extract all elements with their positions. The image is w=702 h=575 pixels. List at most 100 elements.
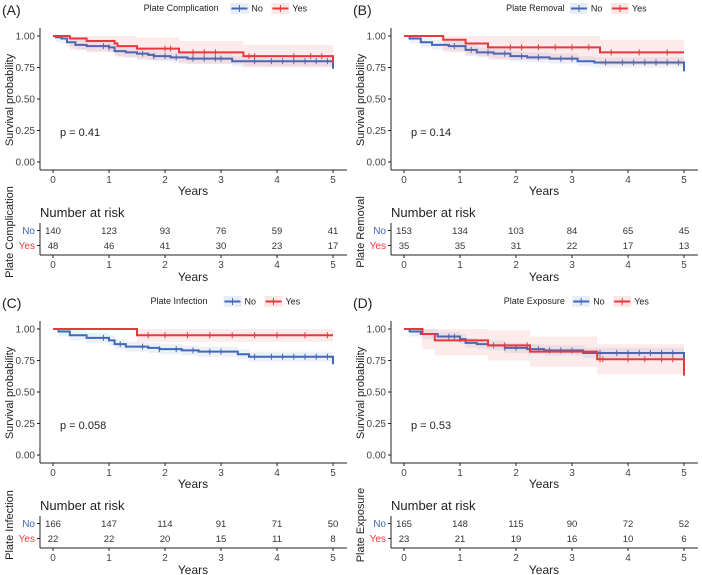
risk-count: 52 [679,519,690,530]
y-tick-label: 0.75 [367,356,387,367]
x-tick-label: 0 [50,468,56,479]
km-panel-c: (C) Plate Infection No Yes 0.00 0.25 0.50 0.75 1… [2,295,347,575]
strata-title: Plate Infection [4,490,16,560]
ci-band-no [404,36,684,77]
risk-count: 46 [104,241,115,252]
risk-count: 114 [157,519,172,530]
y-axis-title: Survival probability [355,53,367,146]
p-value: p = 0.14 [411,127,451,139]
legend-title: Plate Removal [506,3,565,13]
y-axis-title: Survival probability [4,346,16,439]
panel-label: (A) [2,2,21,18]
risk-count: 41 [160,241,171,252]
panel-label: (B) [353,2,372,18]
risk-x-tick-label: 5 [330,260,336,271]
risk-count: 8 [330,534,335,545]
survival-curve-yes [404,35,684,54]
x-tick-label: 4 [274,175,280,186]
risk-x-axis-title: Years [529,563,559,575]
risk-count: 90 [567,519,578,530]
x-axis-title: Years [178,477,208,491]
risk-x-tick-label: 3 [569,553,575,564]
risk-count: 15 [216,534,227,545]
risk-count: 19 [511,534,522,545]
risk-count: 115 [508,519,523,530]
x-tick-label: 3 [218,175,224,186]
risk-x-tick-label: 1 [457,553,463,564]
risk-count: 48 [48,241,59,252]
risk-x-tick-label: 4 [274,260,280,271]
risk-x-tick-label: 1 [106,553,112,564]
risk-x-tick-label: 1 [457,260,463,271]
legend: Plate Exposure No Yes [504,296,649,307]
strata-title: Plate Removal [355,196,367,268]
x-tick-label: 0 [401,175,407,186]
y-tick-label: 0.75 [367,63,387,74]
risk-count: 13 [679,241,690,252]
risk-row-label-no: No [22,519,35,530]
legend-title: Plate Exposure [504,296,565,306]
legend-title: Plate Infection [151,296,208,306]
legend-label-yes: Yes [632,4,647,14]
x-tick-label: 4 [274,468,280,479]
legend: Plate Removal No Yes [506,3,647,14]
y-axis-title: Survival probability [4,53,16,146]
y-tick-label: 0.50 [367,95,387,106]
risk-count: 91 [216,519,227,530]
strata-title: Plate Exposure [355,488,367,563]
legend: Plate Complication No Yes [144,3,308,14]
risk-count: 50 [328,519,339,530]
risk-count: 103 [508,226,524,237]
x-tick-label: 2 [513,175,519,186]
risk-row-label-yes: Yes [19,241,35,252]
legend-label-no: No [245,297,257,307]
risk-count: 45 [679,226,690,237]
legend-label-no: No [591,4,603,14]
risk-x-tick-label: 5 [681,553,687,564]
y-tick-label: 0.50 [16,95,36,106]
risk-x-tick-label: 5 [681,260,687,271]
y-tick-label: 0.75 [16,356,36,367]
km-panel-b: (B) Plate Removal No Yes 0.00 0.25 0.50 0.75 1.0… [353,2,698,284]
risk-count: 93 [160,226,171,237]
risk-row-label-no: No [373,519,386,530]
x-tick-label: 1 [106,468,112,479]
risk-count: 22 [48,534,59,545]
x-tick-label: 4 [625,175,631,186]
p-value: p = 0.41 [60,127,100,139]
risk-x-tick-label: 3 [569,260,575,271]
x-axis-title: Years [178,184,208,198]
y-tick-label: 0.25 [16,126,36,137]
risk-x-tick-label: 2 [162,260,168,271]
y-tick-label: 1.00 [367,32,387,43]
x-tick-label: 2 [162,175,168,186]
risk-row-label-yes: Yes [19,534,35,545]
legend-label-yes: Yes [286,297,301,307]
y-tick-label: 0.00 [367,451,387,462]
risk-row-label-no: No [22,226,35,237]
survival-curve-yes [53,328,333,337]
risk-row-label-yes: Yes [370,534,386,545]
risk-count: 123 [101,226,117,237]
survival-curve-no [53,328,334,365]
y-tick-label: 0.25 [16,419,36,430]
risk-x-tick-label: 4 [274,553,280,564]
km-panel-d: (D) Plate Exposure No Yes 0.00 0.25 0.50 0.75 1.… [353,295,698,575]
x-tick-label: 0 [50,175,56,186]
risk-count: 76 [216,226,227,237]
x-axis-title: Years [529,184,559,198]
legend-label-no: No [251,4,263,14]
x-tick-label: 1 [457,468,463,479]
risk-x-tick-label: 3 [218,260,224,271]
y-tick-label: 0.25 [367,126,387,137]
y-tick-label: 0.00 [16,158,36,169]
p-value: p = 0.53 [411,420,451,432]
survival-curve-yes [404,328,685,376]
risk-count: 17 [623,241,634,252]
x-tick-label: 5 [330,175,336,186]
risk-x-tick-label: 2 [513,260,519,271]
risk-x-axis-title: Years [529,270,559,284]
risk-table-title: Number at risk [40,205,125,220]
risk-x-axis-title: Years [178,563,208,575]
risk-table-title: Number at risk [391,498,476,513]
